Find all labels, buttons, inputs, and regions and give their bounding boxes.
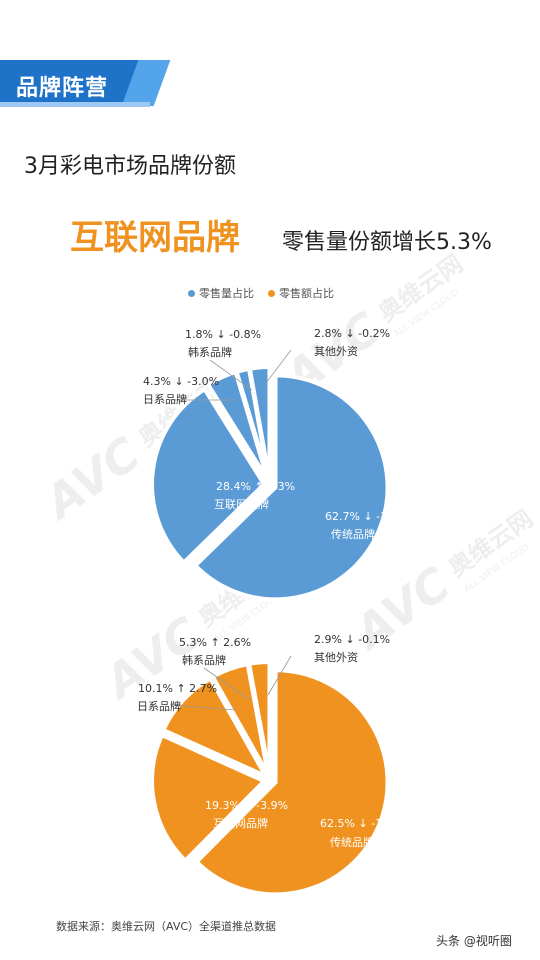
pie-slice [160,675,271,781]
slice-category-label: 日系品牌 [143,392,187,406]
legend-label-volume: 零售量占比 [199,287,254,300]
slice-category-label: 其他外资 [314,651,358,664]
headline-highlight: 互联网品牌 [70,218,240,258]
page-subtitle: 3月彩电市场品牌份额 [24,154,236,179]
leader-line [203,667,251,701]
legend-label-value: 零售额占比 [279,287,334,300]
slice-value-label: 62.5% ↓ -1.4% [320,817,403,830]
pie-slice [192,373,390,602]
slice-value-label: 2.8% ↓ -0.2% [314,327,390,340]
publisher-brand: 头条 @视听圈 [436,934,512,948]
legend-swatch-volume [188,289,195,297]
data-source: 数据来源：奥维云网（AVC）全渠道推总数据 [56,920,277,933]
slice-category-label: 互联网品牌 [214,497,269,511]
leader-line [265,349,292,384]
slice-value-label: 5.3% ↑ 2.6% [179,636,251,649]
legend-swatch-value [268,289,275,297]
pie-slice [246,660,272,775]
leader-line [267,655,292,696]
slice-category-label: 其他外资 [314,345,358,358]
pie-slice [193,668,390,897]
slice-category-label: 传统品牌 [331,527,375,541]
pie-slice [150,386,267,566]
slice-value-label: 1.8% ↓ -0.8% [185,328,261,341]
section-label: 品牌阵营 [16,76,109,101]
slice-category-label: 韩系品牌 [182,653,226,667]
slice-category-label: 互联网品牌 [213,816,268,830]
banner-underline [0,102,150,107]
slice-category-label: 韩系品牌 [188,345,232,359]
legend-item-volume: 零售量占比 [188,285,254,301]
slice-value-label: 62.7% ↓ -1.2% [325,510,408,523]
leader-line [169,704,237,711]
slice-value-label: 19.3% ↓ -3.9% [205,799,288,812]
headline-text: 零售量份额增长5.3% [282,230,492,255]
slice-category-label: 传统品牌 [330,835,374,849]
slice-value-label: 2.9% ↓ -0.1% [314,633,390,646]
pie-slice [150,732,268,864]
leader-line [209,359,253,391]
slice-category-label: 日系品牌 [137,699,181,713]
chart-legend: 零售量占比 零售额占比 [188,285,334,301]
legend-item-value: 零售额占比 [268,285,334,301]
watermark-logo: AVC [33,426,150,531]
slice-value-label: 28.4% ↑ 5.3% [216,480,295,493]
slice-value-label: 10.1% ↑ 2.7% [138,682,217,695]
pie-slice [247,365,272,480]
slice-value-label: 4.3% ↓ -3.0% [143,375,219,388]
